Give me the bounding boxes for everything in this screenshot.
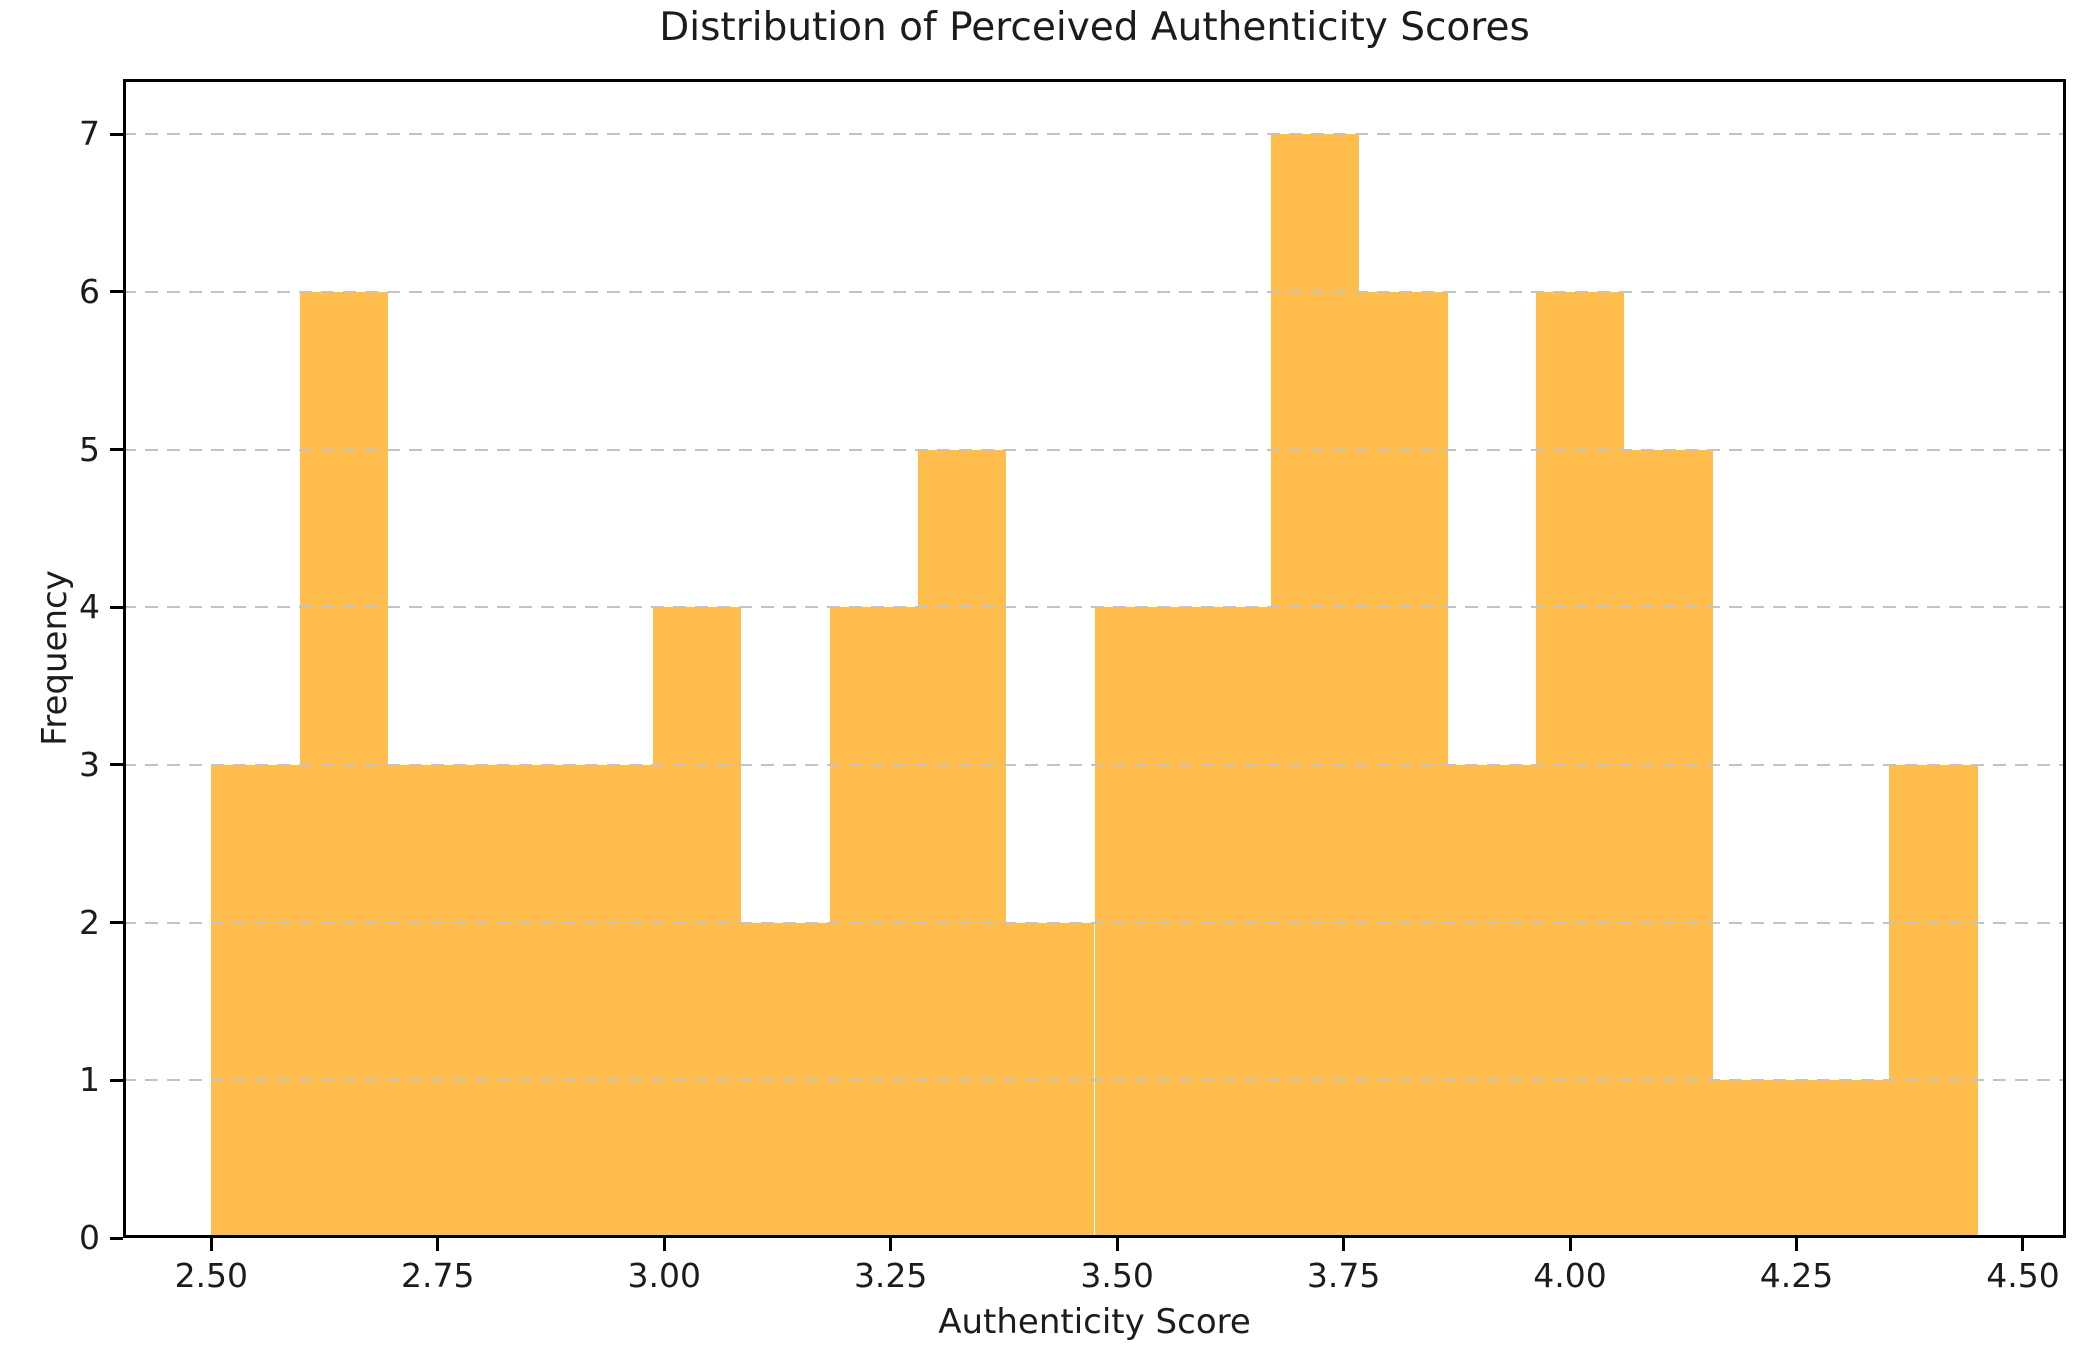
y-tick-mark bbox=[110, 605, 123, 609]
y-gridline bbox=[123, 133, 2066, 136]
y-tick-label: 2 bbox=[79, 902, 100, 942]
y-tick-mark bbox=[110, 763, 123, 767]
histogram-bar bbox=[917, 449, 1007, 1238]
plot-area bbox=[123, 79, 2066, 1238]
histogram-bar bbox=[1889, 764, 1978, 1238]
y-tick-label: 5 bbox=[79, 429, 100, 469]
x-tick-label: 3.75 bbox=[1306, 1256, 1381, 1295]
x-axis-label: Authenticity Score bbox=[938, 1302, 1251, 1342]
chart-title: Distribution of Perceived Authenticity S… bbox=[659, 5, 1530, 50]
y-tick-mark bbox=[110, 1236, 123, 1240]
y-gridline bbox=[123, 290, 2066, 293]
y-tick-label: 6 bbox=[79, 271, 100, 311]
x-tick-label: 2.50 bbox=[174, 1256, 249, 1295]
histogram-bar bbox=[476, 764, 565, 1238]
y-tick-label: 3 bbox=[79, 744, 100, 784]
histogram-bar bbox=[1712, 1080, 1802, 1238]
x-tick-label: 3.25 bbox=[853, 1256, 928, 1295]
y-gridline bbox=[123, 1079, 2066, 1082]
y-axis-label: Frequency bbox=[35, 570, 75, 746]
x-tick-mark bbox=[2021, 1238, 2025, 1251]
x-tick-mark bbox=[1342, 1238, 1346, 1251]
x-tick-label: 4.25 bbox=[1759, 1256, 1834, 1295]
x-tick-mark bbox=[889, 1238, 893, 1251]
histogram-bar bbox=[1447, 764, 1537, 1238]
y-tick-mark bbox=[110, 448, 123, 452]
x-tick-label: 3.00 bbox=[627, 1256, 701, 1295]
y-tick-label: 1 bbox=[79, 1060, 100, 1100]
x-tick-label: 4.00 bbox=[1533, 1256, 1607, 1295]
y-tick-label: 0 bbox=[79, 1218, 100, 1257]
histogram-bar bbox=[1271, 134, 1360, 1238]
histogram-bar bbox=[211, 764, 300, 1238]
y-tick-mark bbox=[110, 290, 123, 294]
x-tick-label: 4.50 bbox=[1986, 1256, 2060, 1295]
y-gridline bbox=[123, 448, 2066, 451]
x-tick-label: 3.50 bbox=[1080, 1256, 1154, 1295]
x-tick-mark bbox=[436, 1238, 440, 1251]
x-tick-mark bbox=[209, 1238, 213, 1251]
y-tick-mark bbox=[110, 921, 123, 925]
y-tick-mark bbox=[110, 1078, 123, 1082]
histogram-bar bbox=[387, 764, 477, 1238]
x-tick-label: 2.75 bbox=[401, 1256, 475, 1295]
x-tick-mark bbox=[1795, 1238, 1799, 1251]
y-tick-label: 4 bbox=[79, 587, 100, 627]
y-gridline bbox=[123, 921, 2066, 924]
histogram-bar bbox=[1624, 449, 1713, 1238]
histogram-bar bbox=[564, 764, 653, 1238]
x-tick-mark bbox=[1568, 1238, 1572, 1251]
x-tick-mark bbox=[662, 1238, 666, 1251]
y-tick-label: 7 bbox=[79, 114, 100, 154]
y-tick-mark bbox=[110, 132, 123, 136]
y-gridline bbox=[123, 606, 2066, 609]
y-gridline bbox=[123, 763, 2066, 766]
x-tick-mark bbox=[1115, 1238, 1119, 1251]
histogram-bar bbox=[1801, 1080, 1890, 1238]
